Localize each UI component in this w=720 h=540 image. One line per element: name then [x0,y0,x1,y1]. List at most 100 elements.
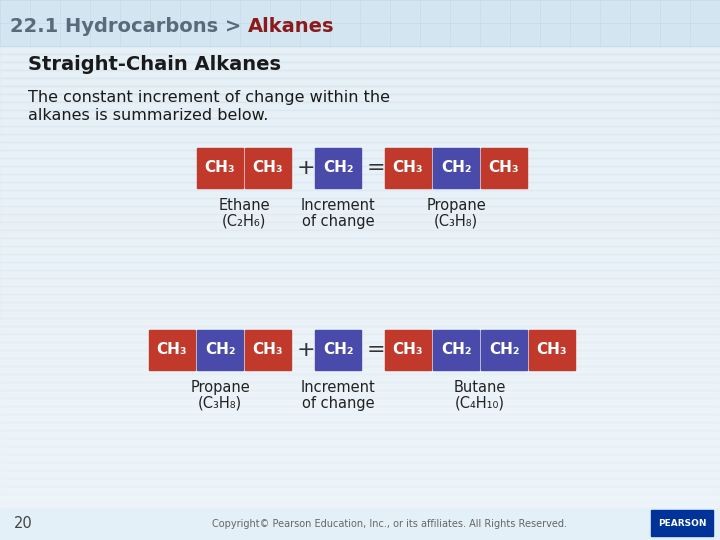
Bar [0,134,720,142]
Text: 20: 20 [14,516,32,531]
Bar [0,342,720,350]
Bar [0,358,720,366]
Bar [1,1,29,22]
Text: CH₂: CH₂ [204,342,235,357]
Bar [197,148,243,188]
Bar [0,0,720,46]
Text: Propane: Propane [190,380,250,395]
Bar [0,438,720,446]
Text: Propane: Propane [426,198,486,213]
Bar [433,148,479,188]
Bar [315,148,361,188]
Bar [0,86,720,94]
Bar [0,398,720,406]
Bar [0,310,720,318]
Bar [0,254,720,262]
Bar [211,1,239,22]
Bar [197,330,243,370]
Bar [0,46,720,54]
Bar [651,510,713,536]
Bar [0,422,720,430]
Bar [571,24,599,45]
Bar [0,246,720,254]
Bar [0,518,720,526]
Bar [271,1,299,22]
Bar [421,24,449,45]
Bar [0,166,720,174]
Bar [0,126,720,134]
Bar [451,24,479,45]
Bar [0,318,720,326]
Bar [361,1,389,22]
Text: Ethane: Ethane [218,198,270,213]
Text: (C₃H₈): (C₃H₈) [198,396,242,411]
Bar [331,1,359,22]
Bar [0,198,720,206]
Bar [691,24,719,45]
Bar [0,158,720,166]
Bar [0,510,720,518]
Bar [149,330,195,370]
Bar [121,1,149,22]
Bar [661,1,689,22]
Bar [0,150,720,158]
Text: (C₄H₁₀): (C₄H₁₀) [455,396,505,411]
Text: CH₃: CH₃ [392,160,423,176]
Text: PEARSON: PEARSON [658,518,706,528]
Bar [61,24,89,45]
Bar [0,350,720,358]
Text: CH₂: CH₂ [489,342,519,357]
Bar [245,148,291,188]
Bar [0,62,720,70]
Bar [0,110,720,118]
Bar [0,262,720,270]
Text: of change: of change [302,214,374,229]
Bar [271,24,299,45]
Text: CH₃: CH₃ [253,342,283,357]
Text: CH₂: CH₂ [323,160,354,176]
Bar [631,1,659,22]
Bar [571,1,599,22]
Bar [0,102,720,110]
Bar [91,1,119,22]
Bar [0,334,720,342]
Bar [421,1,449,22]
Bar [481,1,509,22]
Bar [1,24,29,45]
Text: CH₃: CH₃ [157,342,187,357]
Bar [0,430,720,438]
Text: (C₃H₈): (C₃H₈) [434,214,478,229]
Bar [0,302,720,310]
Bar [661,24,689,45]
Text: The constant increment of change within the: The constant increment of change within … [28,90,390,105]
Text: =: = [366,340,385,360]
Bar [241,24,269,45]
Bar [151,1,179,22]
Bar [121,24,149,45]
Bar [0,366,720,374]
Bar [433,330,479,370]
Text: Alkanes: Alkanes [248,17,335,37]
Bar [0,278,720,286]
Bar [691,1,719,22]
Bar [0,118,720,126]
Text: Increment: Increment [301,198,375,213]
Bar [0,470,720,478]
Text: CH₃: CH₃ [253,160,283,176]
Text: +: + [297,158,315,178]
Text: Increment: Increment [301,380,375,395]
Bar [0,454,720,462]
Bar [541,1,569,22]
Bar [601,24,629,45]
Bar [0,486,720,494]
Bar [0,382,720,390]
Bar [0,406,720,414]
Bar [385,148,431,188]
Text: Copyright© Pearson Education, Inc., or its affiliates. All Rights Reserved.: Copyright© Pearson Education, Inc., or i… [212,519,567,529]
Bar [0,54,720,62]
Bar [0,222,720,230]
Bar [151,24,179,45]
Bar [0,190,720,198]
Bar [0,78,720,86]
Bar [0,494,720,502]
